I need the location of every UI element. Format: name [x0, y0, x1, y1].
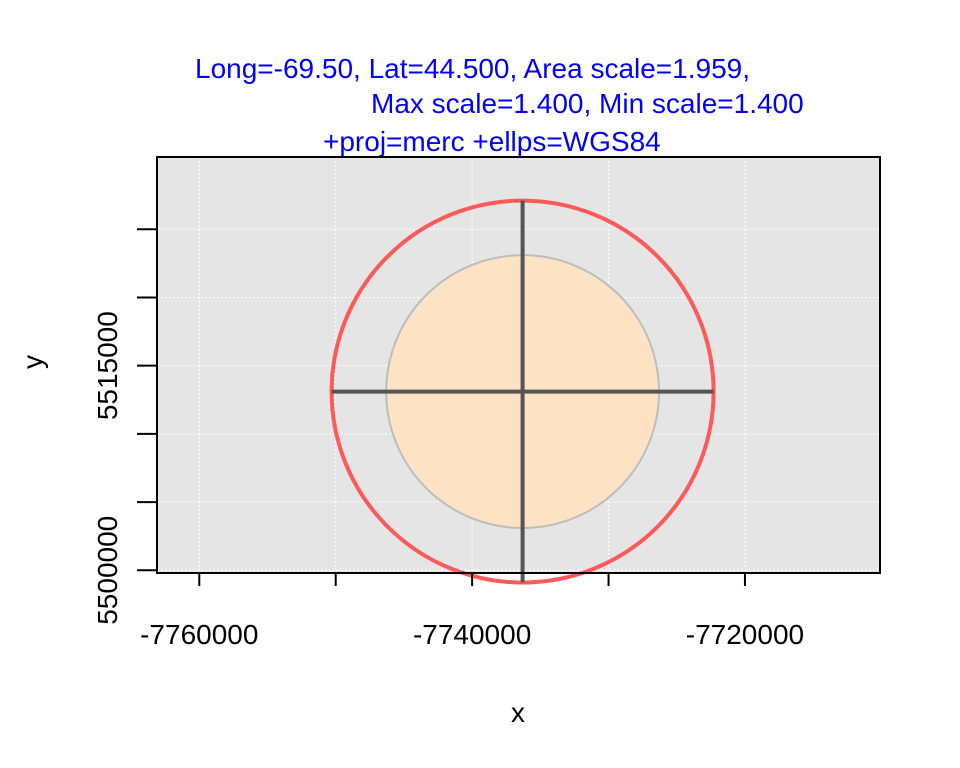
title-line-1: Long=-69.50, Lat=44.500, Area scale=1.95… — [195, 53, 751, 84]
title-line-3: +proj=merc +ellps=WGS84 — [323, 126, 661, 157]
x-tick-label: -7760000 — [140, 619, 258, 650]
title-line-2: Max scale=1.400, Min scale=1.400 — [371, 88, 804, 119]
x-axis-label: x — [511, 697, 525, 728]
chart-title: Long=-69.50, Lat=44.500, Area scale=1.95… — [0, 0, 960, 160]
x-tick-label: -7740000 — [413, 619, 531, 650]
x-axis: -7760000 -7740000 -7720000 — [140, 573, 804, 650]
y-axis: 5500000 5515000 — [92, 228, 157, 625]
y-tick-label: 5515000 — [92, 311, 123, 420]
y-axis-label: y — [17, 355, 48, 369]
x-tick-label: -7720000 — [686, 619, 804, 650]
y-tick-label: 5500000 — [92, 516, 123, 625]
